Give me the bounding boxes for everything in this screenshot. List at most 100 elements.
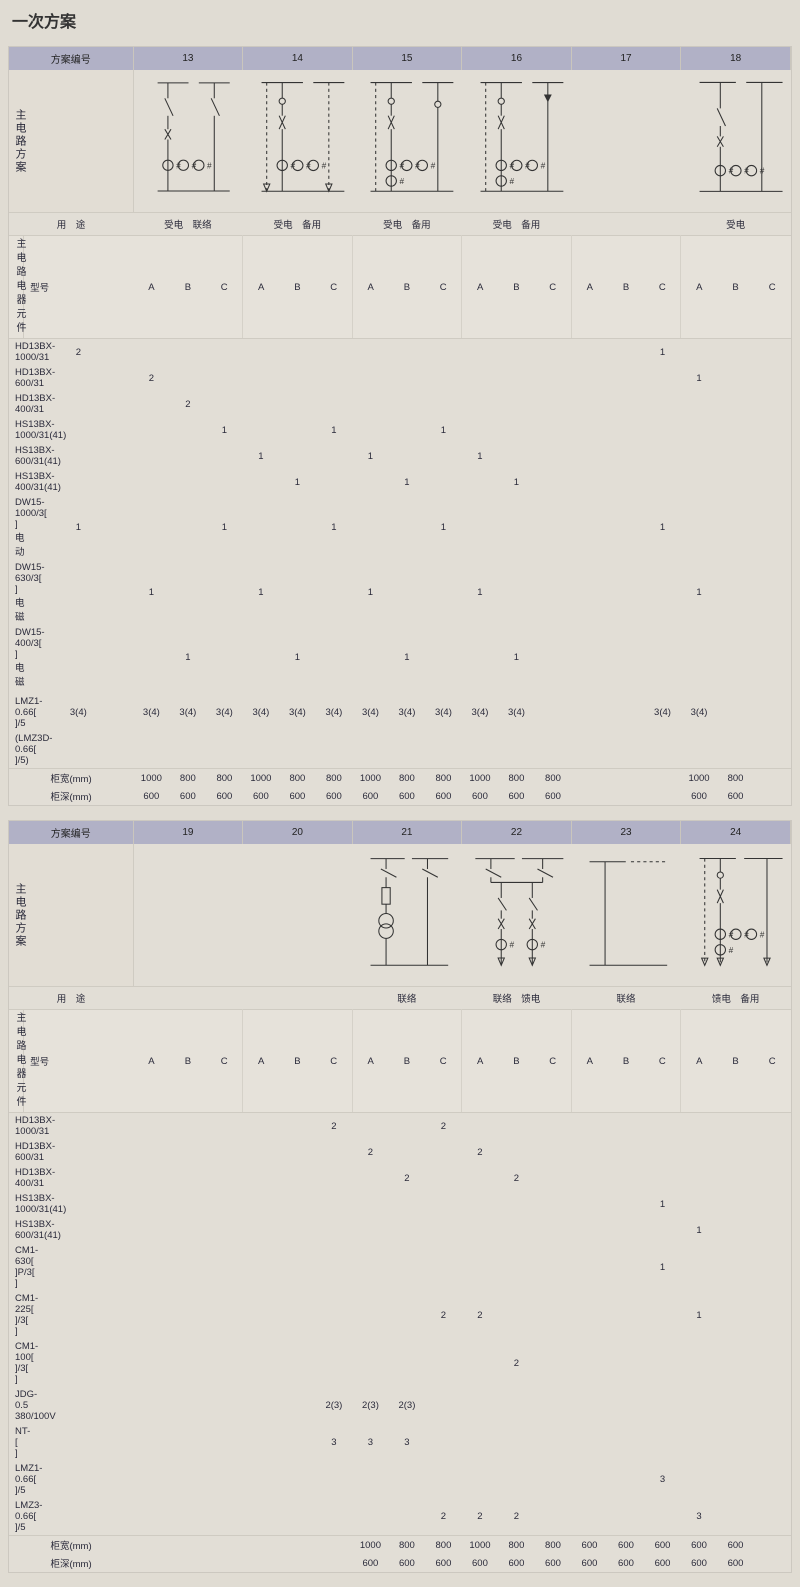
cell [352, 1217, 389, 1243]
cell [316, 1498, 353, 1536]
cell [498, 417, 535, 443]
t1-usage-15: 受电 备用 [352, 213, 462, 236]
model-cell: HS13BX-400/31(41) [9, 469, 24, 495]
col-C: C [535, 1010, 572, 1113]
col-B: B [170, 1010, 207, 1113]
cell: 1 [170, 625, 207, 690]
cell [535, 365, 572, 391]
cell [644, 391, 681, 417]
svg-text:#: # [540, 941, 545, 950]
cell [535, 1424, 572, 1461]
t1-diagram-13: # # # [133, 70, 243, 213]
cell [498, 339, 535, 366]
cell [206, 1554, 243, 1572]
model-cell: CM1-225[ ]/3[ ] [9, 1291, 24, 1339]
cell: 600 [535, 1554, 572, 1572]
cell [389, 731, 426, 769]
col-A: A [243, 236, 280, 339]
t2-scheme-19: 19 [133, 821, 243, 844]
col-A: A [133, 1010, 170, 1113]
cell [571, 625, 608, 690]
col-B: B [498, 236, 535, 339]
cell [608, 1291, 645, 1339]
cell: 1 [389, 625, 426, 690]
cell: 600 [243, 787, 280, 805]
cell: 1 [498, 625, 535, 690]
cell: 1 [681, 1217, 718, 1243]
cell: 2 [498, 1165, 535, 1191]
cell [535, 731, 572, 769]
cell [133, 339, 170, 366]
col-C: C [425, 236, 462, 339]
cell [462, 339, 499, 366]
t2-usage-23: 联络 [571, 987, 681, 1010]
col-B: B [279, 1010, 316, 1113]
cell [24, 1113, 134, 1140]
cell: 600 [608, 1554, 645, 1572]
model-cell: CM1-100[ ]/3[ ] [9, 1339, 24, 1387]
cell [608, 731, 645, 769]
cell [644, 443, 681, 469]
cell: 3(4) [644, 694, 681, 731]
cell: 600 [498, 787, 535, 805]
cell [681, 1191, 718, 1217]
cell [389, 1217, 426, 1243]
cell [535, 1339, 572, 1387]
col-B: B [170, 236, 207, 339]
cell [608, 625, 645, 690]
table-row: HD13BX-1000/3122 [9, 1113, 791, 1140]
cell [243, 339, 280, 366]
cell: 800 [535, 1536, 572, 1555]
cell: 2 [498, 1339, 535, 1387]
cell [681, 625, 718, 690]
cell: 800 [389, 769, 426, 788]
cell [170, 1139, 207, 1165]
cell [243, 417, 280, 443]
cell [608, 443, 645, 469]
cell [243, 1191, 280, 1217]
t1-scheme-13: 13 [133, 47, 243, 70]
model-cell: DW15-630/3[ ]电磁 [9, 560, 24, 625]
model-cell: HD13BX-1000/31 [9, 339, 24, 366]
svg-text:#: # [728, 945, 733, 955]
cell: 800 [425, 1536, 462, 1555]
cell [681, 1165, 718, 1191]
t2-usage-20 [243, 987, 353, 1010]
t1-header-row: 方案编号 13 14 15 16 17 18 [9, 47, 791, 70]
cell [535, 1139, 572, 1165]
cell [243, 1498, 280, 1536]
col-C: C [425, 1010, 462, 1113]
cell [571, 365, 608, 391]
cell [681, 1113, 718, 1140]
cell [243, 365, 280, 391]
cell [133, 1291, 170, 1339]
cell [389, 1139, 426, 1165]
cell [717, 731, 754, 769]
cell [717, 391, 754, 417]
t1-usage-16: 受电 备用 [462, 213, 572, 236]
cell [644, 1217, 681, 1243]
cell [571, 1217, 608, 1243]
cell [206, 339, 243, 366]
cell [243, 469, 280, 495]
cell: 800 [498, 769, 535, 788]
cell [717, 694, 754, 731]
cell [279, 495, 316, 560]
cell [133, 1113, 170, 1140]
t1-scheme-14: 14 [243, 47, 353, 70]
cell [133, 1498, 170, 1536]
table-row: LMZ1-0.66[ ]/53 [9, 1461, 791, 1498]
model-cell: DW15-1000/3[ ]电动 [9, 495, 24, 560]
cell [170, 1424, 207, 1461]
cell [462, 1165, 499, 1191]
cell [279, 443, 316, 469]
cell [535, 1191, 572, 1217]
col-B: B [717, 1010, 754, 1113]
cell [206, 560, 243, 625]
cell [608, 495, 645, 560]
cell [206, 1139, 243, 1165]
cell [498, 1139, 535, 1165]
cell: 3(4) [352, 694, 389, 731]
cell: 2 [462, 1291, 499, 1339]
model-cell: LMZ1-0.66[ ]/5 [9, 694, 24, 731]
